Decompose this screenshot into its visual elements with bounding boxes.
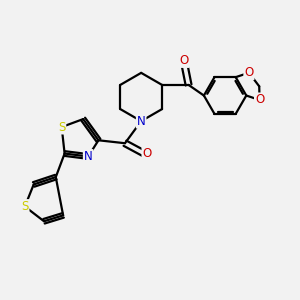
Text: O: O: [255, 93, 264, 106]
Text: O: O: [142, 147, 152, 160]
Text: O: O: [179, 54, 189, 67]
Text: N: N: [84, 150, 92, 163]
Text: S: S: [58, 121, 65, 134]
Text: S: S: [21, 200, 28, 213]
Text: O: O: [244, 66, 254, 79]
Text: N: N: [137, 115, 146, 128]
